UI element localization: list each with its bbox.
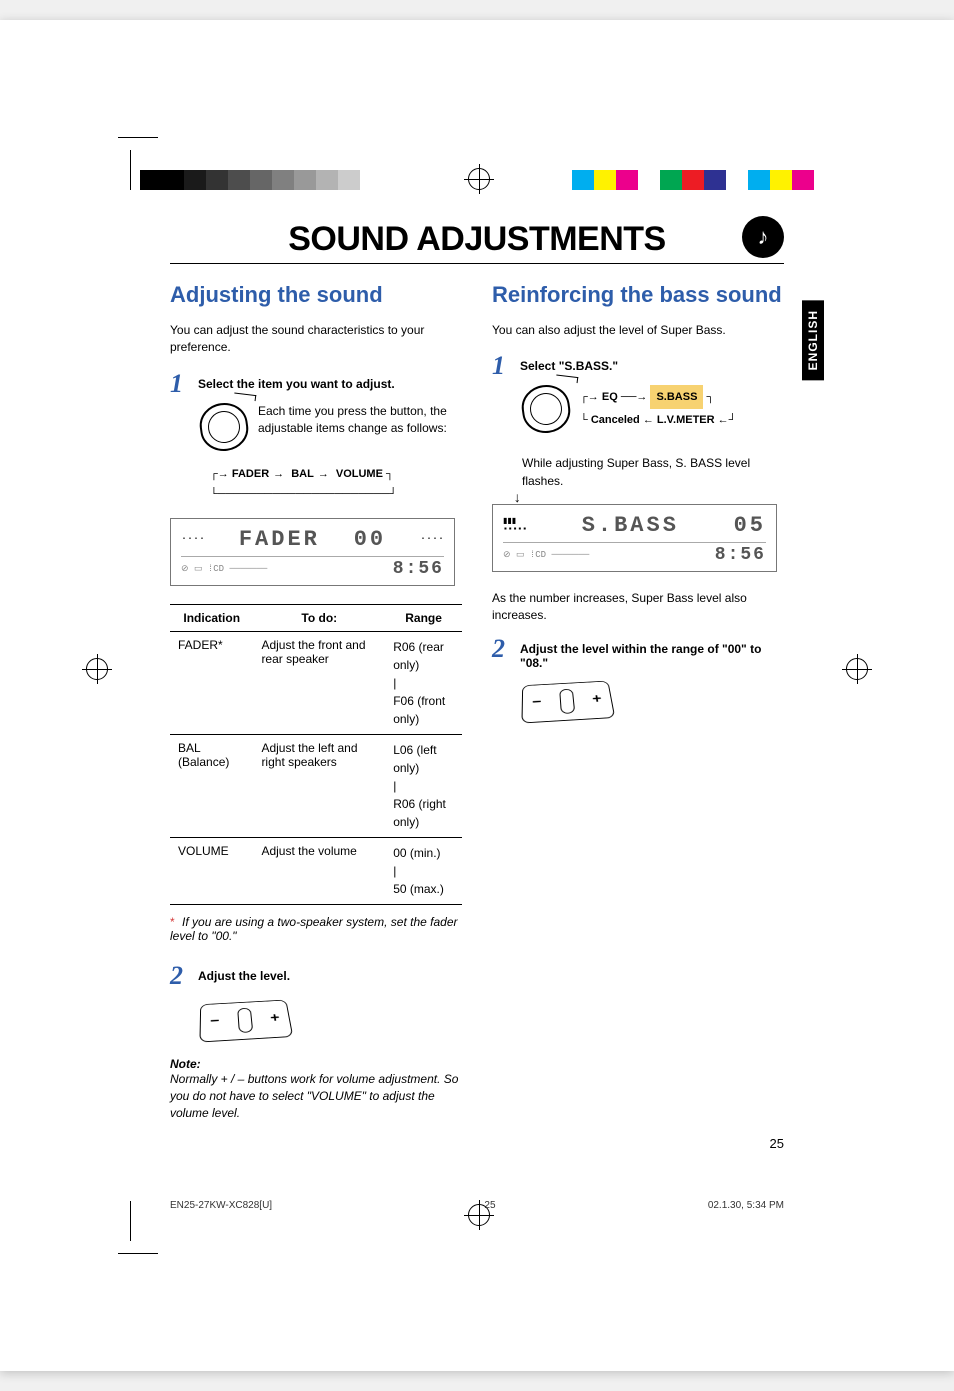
table-row: VOLUMEAdjust the volume00 (min.) | 50 (m… [170,838,462,905]
lcd-main-text: FADER [239,527,320,552]
step-number: 2 [170,963,192,989]
adjustment-table: Indication To do: Range FADER*Adjust the… [170,604,462,905]
lcd-value: 05 [734,513,766,538]
step-number: 1 [170,371,192,397]
note-body: Normally + / – buttons work for volume a… [170,1071,462,1121]
col-indication: Indication [170,605,253,632]
registration-mark-icon [846,658,868,680]
highlight-sbass: S.BASS [650,385,703,409]
language-tab: ENGLISH [802,300,824,380]
section-heading-bass: Reinforcing the bass sound [492,282,784,308]
step-number: 1 [492,353,514,379]
step-1-right: 1 Select "S.BASS." [492,353,784,379]
section-heading-adjusting: Adjusting the sound [170,282,462,308]
select-button-figure: Each time you press the button, the adju… [200,403,462,451]
flash-text: While adjusting Super Bass, S. BASS leve… [522,455,784,490]
step-number: 2 [492,636,514,662]
cycle-diagram-right: ┌→ EQ ──→ S.BASS ┐ └ Canceled ← L.V.METE… [580,385,736,431]
footer-page: 25 [484,1200,495,1211]
lcd-status-icons: ⊘ ▭ ⁞CD ─────── [181,564,267,574]
left-column: Adjusting the sound You can adjust the s… [170,282,462,1122]
lcd-display-sbass: ↓ ▮▮▮▪▪▪▪▪ S.BASS 05 ⊘ ▭ ⁞CD ─────── 8:5… [492,504,777,572]
lcd-clock: 8:56 [393,559,444,579]
intro-text-right: You can also adjust the level of Super B… [492,322,784,339]
crop-mark [130,1201,131,1241]
asterisk-icon: * [170,915,175,929]
step-1-body: Each time you press the button, the adju… [258,403,462,437]
step-2-label-right: Adjust the level within the range of "00… [520,642,784,670]
page-title: SOUND ADJUSTMENTS [288,220,666,259]
step-2-right: 2 Adjust the level within the range of "… [492,636,784,670]
print-color-bar-left [140,170,382,190]
crop-mark [118,137,158,138]
right-column: Reinforcing the bass sound You can also … [492,282,784,1122]
intro-text: You can adjust the sound characteristics… [170,322,462,357]
table-row: FADER*Adjust the front and rear speakerR… [170,632,462,735]
pointer-icon: ↓ [513,491,521,507]
lcd-value: 00 [354,527,386,552]
lcd-display-fader: ···· FADER 00 ···· ⊘ ▭ ⁞CD ─────── 8:56 [170,518,455,586]
step-1-label: Select the item you want to adjust. [198,377,395,391]
page-number: 25 [770,1136,784,1151]
page-content: SOUND ADJUSTMENTS ♪ Adjusting the sound … [170,220,784,1171]
footer-doc-id: EN25-27KW-XC828[U] [170,1200,272,1211]
crop-mark [130,150,131,190]
step-2: 2 Adjust the level. [170,963,462,989]
registration-mark-icon [468,168,490,190]
manual-page: ENGLISH SOUND ADJUSTMENTS ♪ Adjusting th… [0,20,954,1371]
lcd-caption: As the number increases, Super Bass leve… [492,590,784,624]
lcd-status-icons: ⊘ ▭ ⁞CD ─────── [503,550,589,560]
lcd-clock: 8:56 [715,545,766,565]
step-1: 1 Select the item you want to adjust. [170,371,462,397]
music-note-icon: ♪ [742,216,784,258]
col-todo: To do: [253,605,385,632]
footer-timestamp: 02.1.30, 5:34 PM [708,1200,784,1211]
cycle-diagram-left: ┌→ FADER→ BAL→ VOLUME ┐ └───────────────… [210,465,462,505]
table-header-row: Indication To do: Range [170,605,462,632]
select-button-figure-right: ┌→ EQ ──→ S.BASS ┐ └ Canceled ← L.V.METE… [522,385,784,441]
title-row: SOUND ADJUSTMENTS ♪ [170,220,784,264]
crop-mark [118,1253,158,1254]
sel-button-icon [519,382,573,436]
lcd-main-text: S.BASS [582,513,679,538]
registration-mark-icon [86,658,108,680]
col-range: Range [385,605,462,632]
footer-info: EN25-27KW-XC828[U] 25 02.1.30, 5:34 PM [170,1200,784,1211]
rocker-button-icon: −+ [521,680,615,723]
note-heading: Note: [170,1057,462,1071]
step-2-label: Adjust the level. [198,969,290,983]
sel-button-icon [197,400,251,454]
table-row: BAL (Balance)Adjust the left and right s… [170,735,462,838]
print-color-bar-right [572,170,814,190]
rocker-button-icon: −+ [199,1000,293,1043]
footnote: * If you are using a two-speaker system,… [170,915,462,943]
step-1-label-right: Select "S.BASS." [520,359,618,373]
